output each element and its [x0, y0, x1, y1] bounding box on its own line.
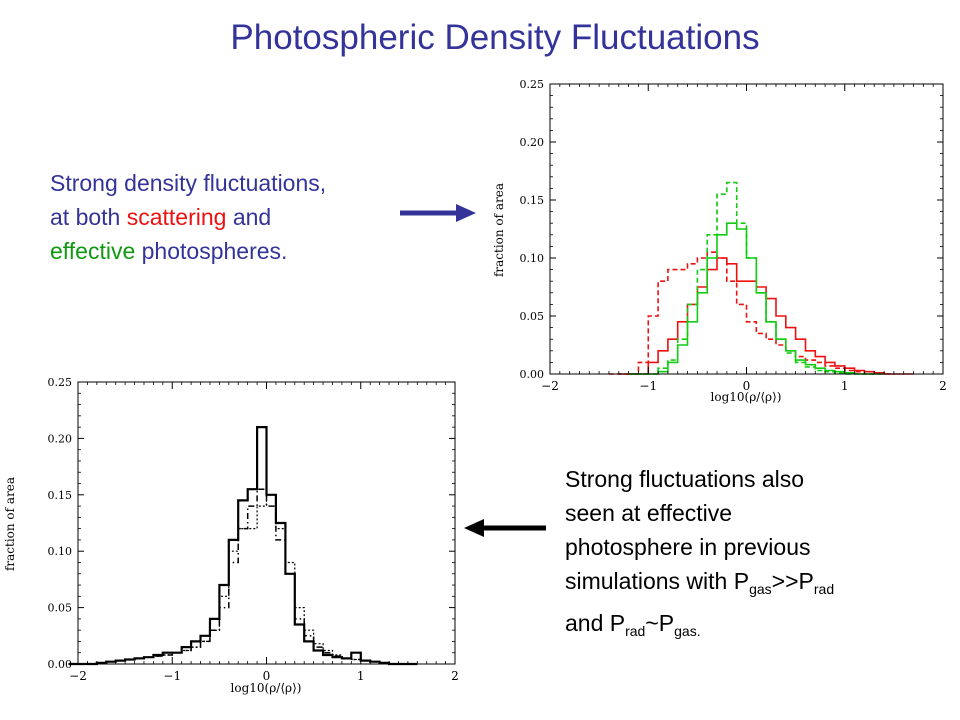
series-line: [68, 494, 418, 665]
series-line: [608, 251, 894, 375]
y-tick-label: 0.10: [48, 545, 73, 558]
x-tick-label: −1: [163, 669, 181, 683]
scattering-word: scattering: [126, 204, 227, 230]
chart-bottom-frame: [77, 381, 456, 665]
note-top: Strong density fluctuations, at both sca…: [50, 166, 326, 268]
note-top-line2: at both scattering and: [50, 200, 326, 234]
x-tick-label: 2: [451, 669, 459, 683]
series-line: [68, 488, 418, 665]
x-tick-label: −2: [541, 379, 559, 393]
y-tick-label: 0.25: [520, 78, 545, 91]
y-tick-label: 0.10: [520, 252, 545, 265]
x-tick-label: 0: [743, 379, 751, 393]
x-tick-label: 0: [263, 669, 271, 683]
pgas-subscript-2: gas.: [674, 623, 701, 639]
note-bottom-line4-b: >>P: [771, 568, 814, 594]
slide-title: Photospheric Density Fluctuations: [230, 18, 760, 57]
note-bottom-line4: simulations with Pgas>>Prad: [565, 564, 834, 606]
note-bottom-line5-b: ~P: [645, 610, 675, 636]
x-tick-label: 1: [841, 379, 849, 393]
x-tick-label: −1: [639, 379, 657, 393]
x-tick-label: 1: [357, 669, 365, 683]
x-tick-label: −2: [69, 669, 87, 683]
chart-top-xlabel: log10(ρ/⟨ρ⟩): [711, 390, 782, 404]
series-line: [628, 181, 875, 375]
note-top-line2-post: and: [226, 204, 272, 230]
prad-subscript: rad: [813, 581, 835, 597]
note-top-line3-post: photospheres.: [135, 238, 288, 264]
note-bottom-line3: photosphere in previous: [565, 534, 811, 560]
note-top-line1: Strong density fluctuations,: [50, 170, 327, 196]
note-bottom-line5: and Prad~Pgas.: [565, 606, 834, 648]
y-tick-label: 0.15: [520, 194, 545, 207]
y-tick-label: 0.00: [520, 368, 545, 381]
y-tick-label: 0.00: [48, 658, 73, 671]
chart-bottom-ylabel: fraction of area: [3, 477, 17, 571]
x-tick-label: 2: [939, 379, 947, 393]
y-tick-label: 0.20: [48, 432, 73, 445]
y-tick-label: 0.25: [48, 376, 73, 389]
note-bottom-line1: Strong fluctuations also: [565, 466, 805, 492]
note-top-line3: effective photospheres.: [50, 234, 326, 268]
y-tick-label: 0.20: [520, 136, 545, 149]
effective-word: effective: [50, 238, 136, 264]
chart-top-ylabel: fraction of area: [492, 183, 506, 277]
chart-bottom-xlabel: log10(ρ/⟨ρ⟩): [231, 681, 302, 695]
pgas-subscript: gas: [749, 581, 772, 597]
note-bottom-line2: seen at effective: [565, 500, 733, 526]
chart-top: 0.00 0.05 0.10 0.15 0.20 0.25 −2 −1 0 1 2 fraction…: [492, 78, 947, 404]
prad-subscript-2: rad: [625, 623, 646, 639]
y-tick-label: 0.05: [520, 310, 545, 323]
note-bottom: Strong fluctuations also seen at effecti…: [565, 462, 834, 648]
series-line: [68, 426, 418, 666]
note-bottom-line4-a: simulations with P: [565, 568, 750, 594]
y-tick-label: 0.15: [48, 489, 73, 502]
note-top-line2-pre: at both: [50, 204, 127, 230]
y-tick-label: 0.05: [48, 602, 73, 615]
note-bottom-line5-a: and P: [565, 610, 626, 636]
chart-bottom: 0.00 0.05 0.10 0.15 0.20 0.25 −2 −1 0 1 2 fraction…: [3, 376, 459, 695]
